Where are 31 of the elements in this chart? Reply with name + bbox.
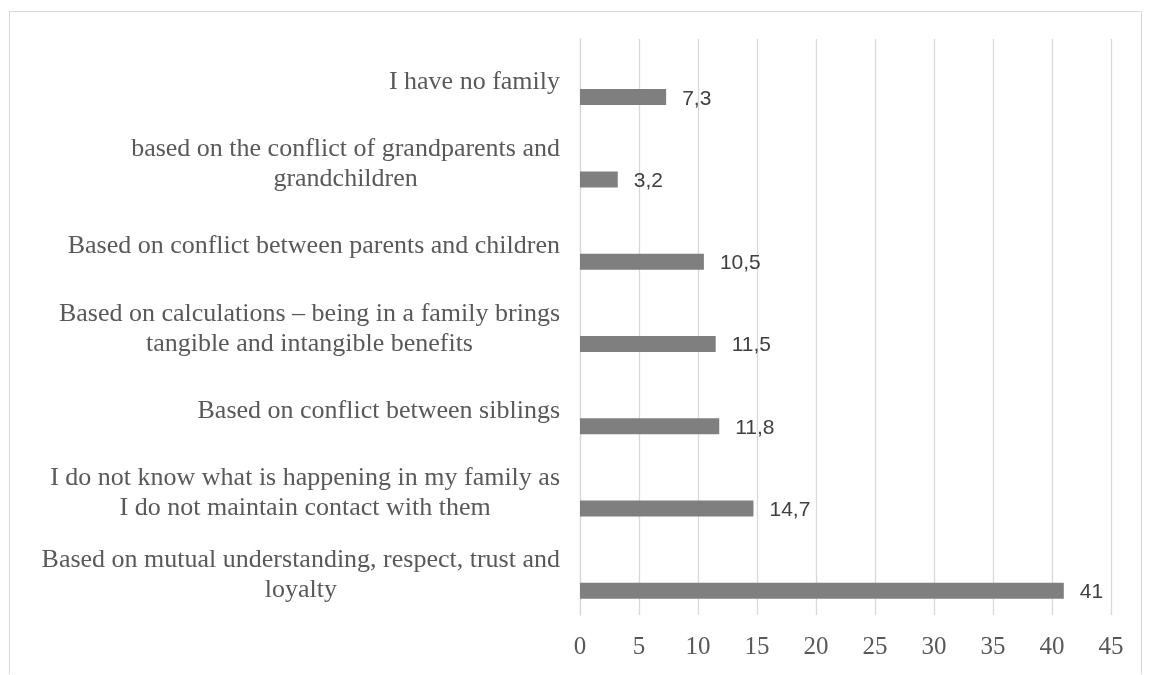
data-label: 14,7 xyxy=(769,497,811,521)
bar xyxy=(580,253,704,270)
y-tick-label: I have no family xyxy=(388,65,560,95)
y-tick-label: Based on conflict between siblings xyxy=(197,394,560,424)
bar xyxy=(580,500,754,517)
y-tick-label: based on the conflict of grandparents and grandchildren xyxy=(131,132,561,192)
y-tick-label: Based on mutual understanding, respect, trust and loyalty xyxy=(41,544,561,604)
data-label: 11,5 xyxy=(731,332,772,356)
x-tick-label: 5 xyxy=(632,632,646,659)
data-label: 11,8 xyxy=(735,414,775,438)
x-tick-label: 45 xyxy=(1098,632,1124,659)
data-label: 7,3 xyxy=(682,85,712,109)
data-label: 41 xyxy=(1079,579,1104,603)
x-tick-label: 20 xyxy=(803,632,829,659)
y-tick-label: Based on conflict between parents and children xyxy=(67,230,560,260)
y-tick-label: I do not know what is happening in my family as I do not maintain contact with them xyxy=(50,462,560,522)
x-tick-label: 15 xyxy=(744,632,770,659)
x-tick-label: 25 xyxy=(862,632,888,659)
data-label: 10,5 xyxy=(719,250,761,274)
x-tick-label: 0 xyxy=(573,632,587,659)
x-tick-label: 10 xyxy=(685,632,711,659)
bar xyxy=(580,335,716,352)
bar xyxy=(580,582,1064,599)
y-tick-label: Based on calculations – being in a family brings tangible and intangible benefits xyxy=(58,297,560,357)
bar xyxy=(580,89,667,106)
bar xyxy=(580,418,720,435)
bar xyxy=(580,171,618,188)
data-label: 3,2 xyxy=(633,167,663,191)
x-tick-label: 30 xyxy=(921,632,947,659)
x-tick-label: 35 xyxy=(980,632,1006,659)
x-tick-label: 40 xyxy=(1039,632,1065,659)
